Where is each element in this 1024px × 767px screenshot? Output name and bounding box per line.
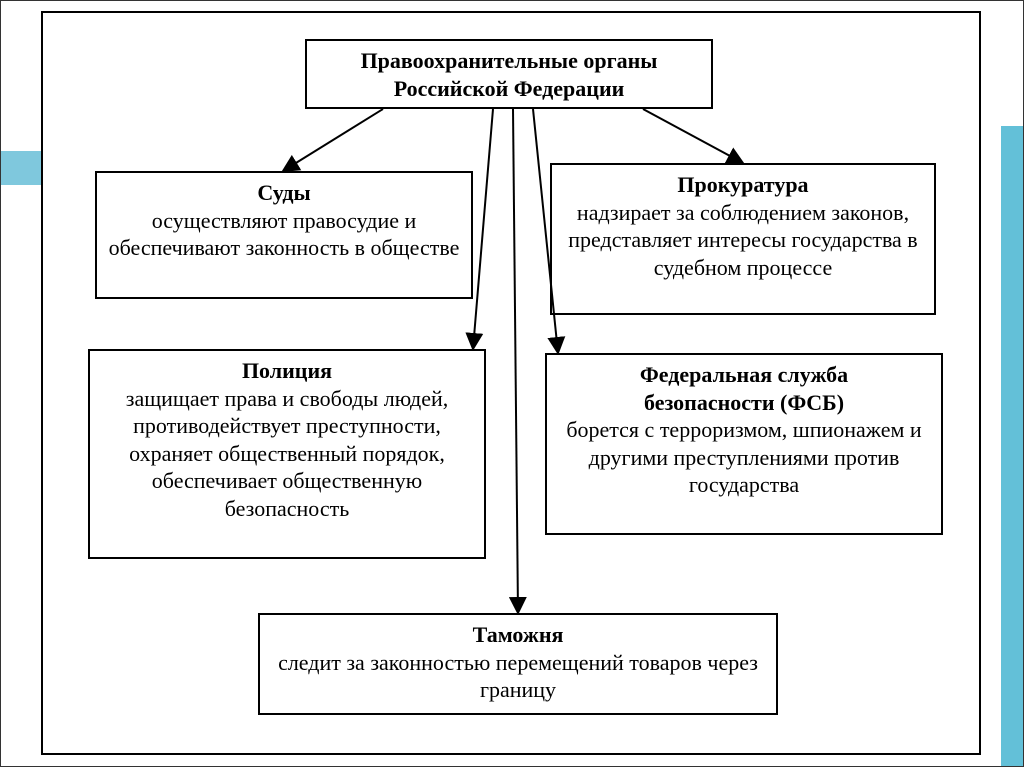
root-node: Правоохранительные органы Российской Фед… bbox=[305, 39, 713, 109]
node-prosecutor-title: Прокуратура bbox=[562, 171, 924, 199]
diagram-frame: Правоохранительные органы Российской Фед… bbox=[41, 11, 981, 755]
root-title-line2: Российской Федерации bbox=[317, 75, 701, 103]
node-courts-desc: осуществляют правосудие и обеспечивают з… bbox=[107, 207, 461, 262]
node-fsb-title-line2: безопасности (ФСБ) bbox=[557, 389, 931, 417]
right-accent-bar bbox=[1001, 126, 1023, 766]
node-customs: Таможня следит за законностью перемещени… bbox=[258, 613, 778, 715]
node-fsb: Федеральная служба безопасности (ФСБ) бо… bbox=[545, 353, 943, 535]
node-prosecutor: Прокуратура надзирает за соблюдением зак… bbox=[550, 163, 936, 315]
slide-frame: Правоохранительные органы Российской Фед… bbox=[0, 0, 1024, 767]
node-customs-title: Таможня bbox=[270, 621, 766, 649]
left-accent-strip bbox=[1, 151, 41, 185]
node-police-title: Полиция bbox=[100, 357, 474, 385]
node-customs-desc: следит за законностью перемещений товаро… bbox=[270, 649, 766, 704]
node-courts-title: Суды bbox=[107, 179, 461, 207]
node-fsb-desc: борется с терроризмом, шпионажем и други… bbox=[557, 416, 931, 499]
node-fsb-title-line1: Федеральная служба bbox=[557, 361, 931, 389]
root-title-line1: Правоохранительные органы bbox=[317, 47, 701, 75]
node-police-desc: защищает права и свободы людей, противод… bbox=[100, 385, 474, 523]
node-courts: Суды осуществляют правосудие и обеспечив… bbox=[95, 171, 473, 299]
node-prosecutor-desc: надзирает за соблюдением законов, предст… bbox=[562, 199, 924, 282]
node-police: Полиция защищает права и свободы людей, … bbox=[88, 349, 486, 559]
